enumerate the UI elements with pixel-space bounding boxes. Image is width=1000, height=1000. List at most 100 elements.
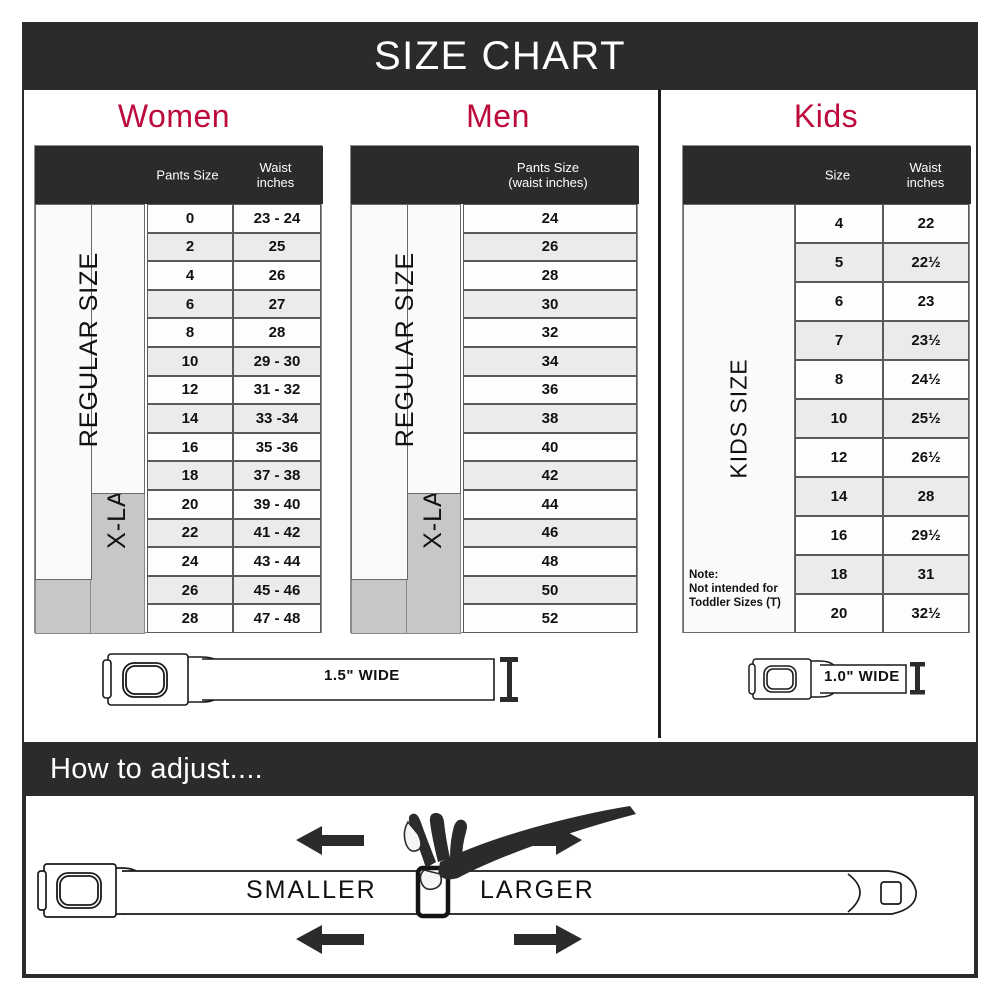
adjust-belt-buckle xyxy=(56,872,102,909)
kids-cell-size: 8 xyxy=(795,360,883,399)
kids-cell-waist: 22½ xyxy=(883,243,969,282)
kids-cell-waist: 26½ xyxy=(883,438,969,477)
women-cell-size: 8 xyxy=(147,318,233,347)
women-cell-waist: 47 - 48 xyxy=(233,604,321,633)
arrow-left-bottom-icon xyxy=(296,925,364,954)
kids-col-header-size: Size xyxy=(824,167,851,183)
men-cell-size: 32 xyxy=(463,318,637,347)
kids-belt-width-label: 1.0" WIDE xyxy=(824,668,900,685)
adult-belt-width-label: 1.5" WIDE xyxy=(324,667,400,684)
kids-note: Note: Not intended for Toddler Sizes (T) xyxy=(689,568,797,610)
kids-cell-size: 12 xyxy=(795,438,883,477)
men-col-header-line1: Pants Size xyxy=(516,160,580,175)
women-category-regular-overlay: REGULAR SIZE xyxy=(35,204,145,494)
women-size-table: Pants Size Waist inches X-LARGE X-LARGE … xyxy=(34,145,323,634)
kids-note-line1: Note: xyxy=(689,569,719,581)
women-cell-waist: 28 xyxy=(233,318,321,347)
women-cell-size: 16 xyxy=(147,432,233,462)
women-category-regular-text: REGULAR SIZE xyxy=(75,251,104,447)
women-cell-waist: 27 xyxy=(233,289,321,319)
women-cell-waist: 37 - 38 xyxy=(233,461,321,490)
women-cell-waist: 33 -34 xyxy=(233,404,321,433)
men-cell-size: 40 xyxy=(463,432,637,462)
kids-cell-size: 18 xyxy=(795,555,883,594)
women-cell-waist: 43 - 44 xyxy=(233,547,321,576)
kids-cell-waist: 24½ xyxy=(883,360,969,399)
kids-table-header: Size Waist inches xyxy=(683,146,971,204)
kids-cell-waist: 23 xyxy=(883,282,969,321)
kids-cell-size: 10 xyxy=(795,399,883,438)
kids-size-table: Size Waist inches KIDS SIZE Note: Not in… xyxy=(682,145,971,633)
women-cell-size: 18 xyxy=(147,461,233,490)
kids-belt-width-diagram: 1.0" WIDE xyxy=(748,652,948,708)
women-cell-size: 0 xyxy=(147,204,233,233)
women-cell-size: 4 xyxy=(147,261,233,290)
kids-cell-size: 5 xyxy=(795,243,883,282)
kids-col-header-waist-line1: Waist xyxy=(909,160,942,175)
men-cell-size: 44 xyxy=(463,490,637,519)
kids-cell-size: 7 xyxy=(795,321,883,360)
women-cell-size: 10 xyxy=(147,347,233,376)
women-col-header-waist-line2: inches xyxy=(256,175,295,190)
women-cell-size: 28 xyxy=(147,604,233,633)
tables-board: Women Men Kids Pants Size Waist inches X… xyxy=(24,90,976,740)
arrow-left-top-icon xyxy=(296,826,364,855)
women-category-regular-tail xyxy=(35,204,92,580)
men-cell-size: 26 xyxy=(463,232,637,262)
kids-cell-waist: 31 xyxy=(883,555,969,594)
section-heading-men: Men xyxy=(466,98,530,134)
kids-belt-width-caliper xyxy=(910,662,925,695)
kids-note-line2: Not intended for xyxy=(689,583,778,595)
section-divider xyxy=(658,90,661,738)
section-heading-kids: Kids xyxy=(793,98,859,134)
kids-belt-svg xyxy=(748,658,925,700)
kids-cell-waist: 23½ xyxy=(883,321,969,360)
adult-belt-width-caliper xyxy=(500,657,518,702)
section-heading-women: Women xyxy=(117,98,231,134)
men-category-regular-overlay: REGULAR SIZE xyxy=(351,204,461,494)
women-cell-size: 20 xyxy=(147,490,233,519)
kids-cell-waist: 28 xyxy=(883,477,969,516)
men-cell-size: 24 xyxy=(463,204,637,233)
men-cell-size: 38 xyxy=(463,404,637,433)
men-category-regular-tail xyxy=(351,204,408,580)
kids-category-block: KIDS SIZE xyxy=(683,204,795,633)
women-cell-waist: 31 - 32 xyxy=(233,375,321,405)
women-cell-size: 24 xyxy=(147,547,233,576)
men-cell-size: 36 xyxy=(463,375,637,405)
men-cell-size: 46 xyxy=(463,518,637,548)
kids-cell-size: 20 xyxy=(795,594,883,633)
kids-category-label: KIDS SIZE xyxy=(725,358,752,479)
adjust-smaller-label: SMALLER xyxy=(246,876,377,904)
adjust-illustration-svg xyxy=(37,806,917,954)
how-to-adjust-bar: How to adjust.... xyxy=(24,742,976,796)
men-col-header-line2: (waist inches) xyxy=(508,175,588,190)
men-cell-size: 50 xyxy=(463,575,637,605)
men-category-regular-label: REGULAR SIZE xyxy=(391,251,420,447)
kids-cell-size: 4 xyxy=(795,204,883,243)
how-to-adjust-title: How to adjust.... xyxy=(50,752,264,785)
adjust-belt-shape xyxy=(37,863,917,918)
kids-note-line3: Toddler Sizes (T) xyxy=(689,597,781,609)
kids-cell-waist: 25½ xyxy=(883,399,969,438)
women-table-header: Pants Size Waist inches xyxy=(35,146,323,204)
arrow-right-bottom-icon xyxy=(514,925,582,954)
women-cell-size: 14 xyxy=(147,404,233,433)
women-cell-waist: 23 - 24 xyxy=(233,204,321,233)
women-col-header-pants-size: Pants Size xyxy=(156,167,219,183)
women-cell-waist: 41 - 42 xyxy=(233,518,321,548)
kids-cell-size: 16 xyxy=(795,516,883,555)
men-cell-size: 52 xyxy=(463,604,637,633)
women-cell-waist: 45 - 46 xyxy=(233,575,321,605)
men-cell-size: 42 xyxy=(463,461,637,490)
men-size-table: Pants Size (waist inches) X-LARGE REGULA… xyxy=(350,145,639,634)
men-cell-size: 34 xyxy=(463,347,637,376)
men-cell-size: 30 xyxy=(463,289,637,319)
men-table-header: Pants Size (waist inches) xyxy=(351,146,639,204)
adult-belt-svg xyxy=(102,653,518,706)
women-cell-size: 26 xyxy=(147,575,233,605)
men-cell-size: 28 xyxy=(463,261,637,290)
kids-cell-waist: 32½ xyxy=(883,594,969,633)
kids-col-header-waist-line2: inches xyxy=(906,175,945,190)
